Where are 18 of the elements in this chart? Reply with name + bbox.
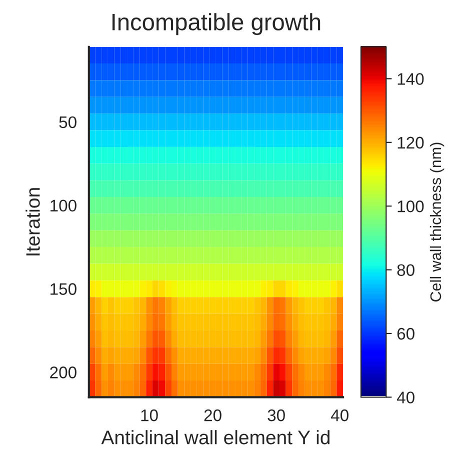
- color-bar-label: 40: [396, 392, 414, 404]
- color-bar-label: 120: [398, 136, 424, 149]
- y-tick-label: 50: [59, 116, 76, 128]
- color-bar-label: 60: [397, 328, 414, 340]
- x-tick-label: 40: [330, 409, 348, 422]
- y-tick-label: 200: [50, 366, 76, 378]
- y-tick-label: 100: [50, 200, 76, 212]
- color-bar-label: 100: [398, 200, 424, 212]
- color-bar-label: 80: [397, 264, 414, 276]
- x-tick-label: 10: [141, 409, 158, 422]
- x-tick-label: 20: [204, 409, 222, 422]
- x-axis-title: Anticlinal wall element Y id: [101, 430, 330, 444]
- color-bar-label: 140: [398, 73, 424, 85]
- y-axis-title: Iteration: [26, 188, 40, 256]
- chart-title: Incompatible growth: [112, 13, 320, 36]
- y-tick-label: 150: [50, 283, 76, 295]
- color-bar-title: Cell wall thickness (nm): [430, 142, 444, 302]
- x-tick-label: 30: [268, 409, 285, 422]
